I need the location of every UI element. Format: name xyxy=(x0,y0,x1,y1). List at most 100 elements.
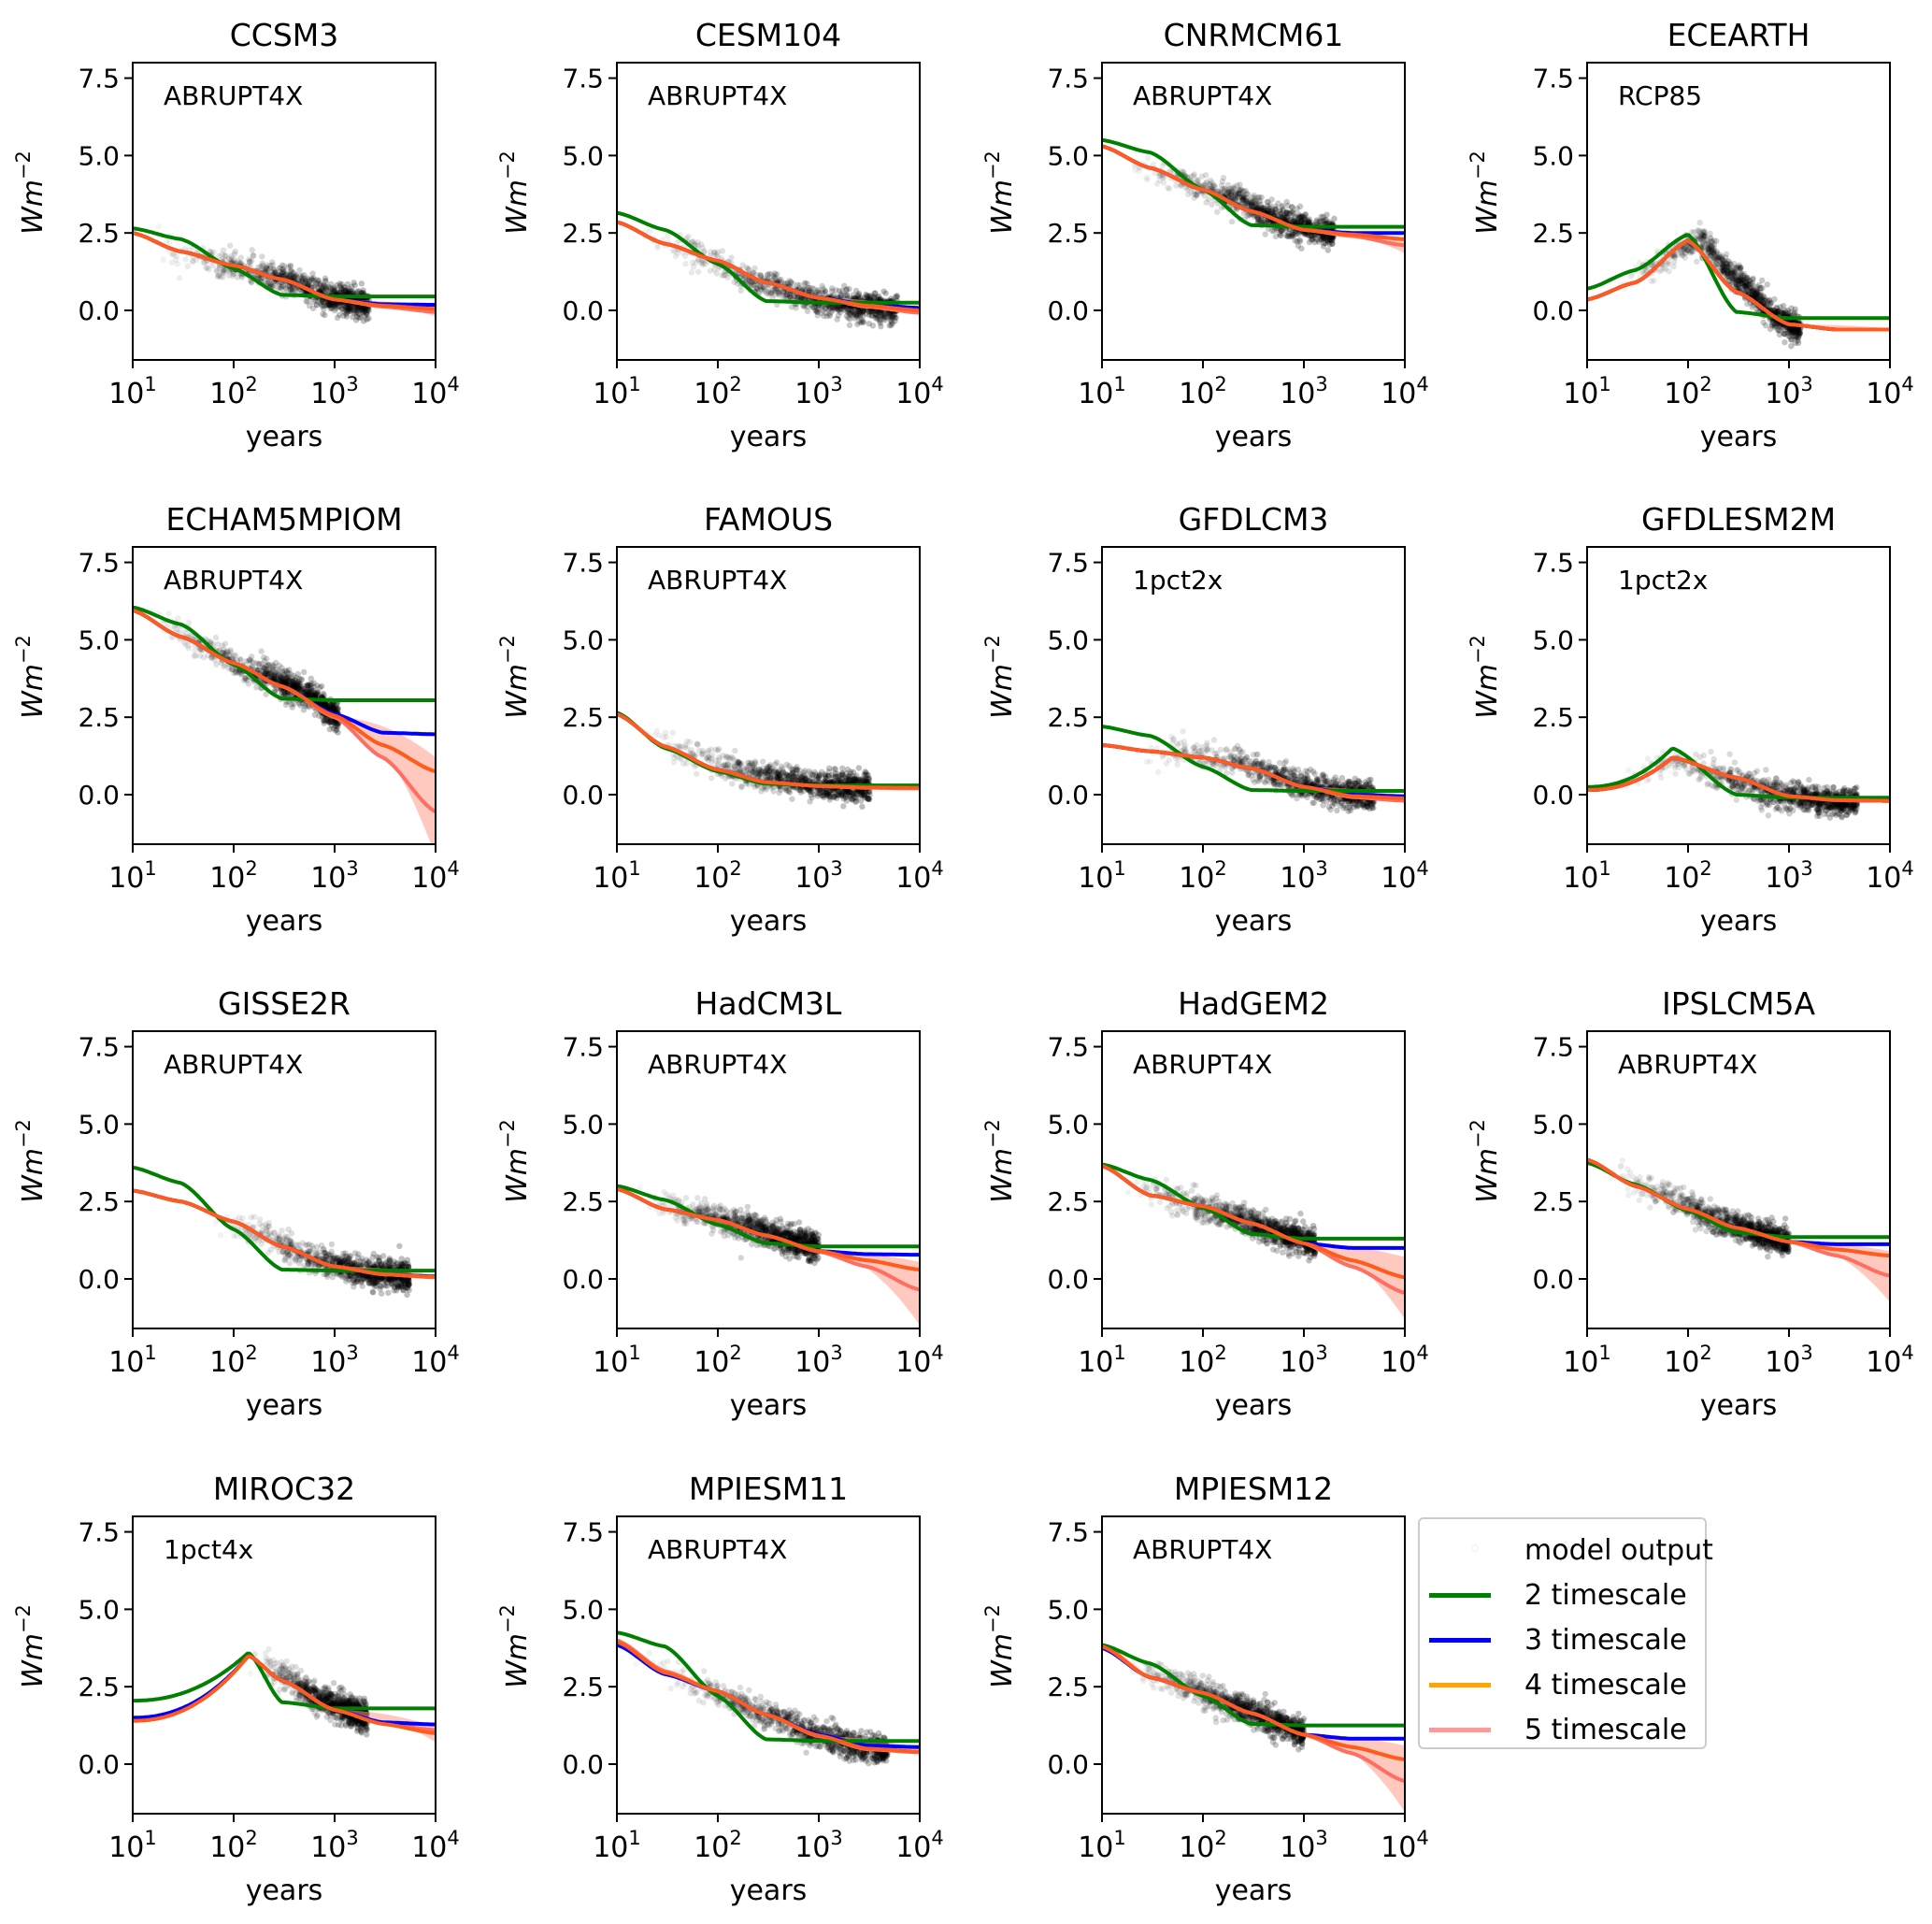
model-output-point xyxy=(352,305,359,311)
model-output-point xyxy=(1289,230,1295,237)
model-output-point xyxy=(1304,232,1310,238)
model-output-point xyxy=(856,309,864,315)
model-output-point xyxy=(739,262,746,268)
model-output-point xyxy=(1251,213,1258,220)
model-output-point xyxy=(319,298,326,306)
model-output-point xyxy=(1302,211,1309,219)
model-output-point xyxy=(1306,216,1313,223)
model-output-point xyxy=(1214,208,1221,215)
model-output-point xyxy=(1295,220,1301,226)
model-output-point xyxy=(708,775,715,782)
model-output-point xyxy=(647,227,653,235)
model-output-point xyxy=(235,258,241,265)
model-output-point xyxy=(303,298,309,305)
model-output-point xyxy=(1651,278,1657,284)
model-output-point xyxy=(1210,182,1218,190)
model-output-point xyxy=(1275,200,1281,207)
model-output-point xyxy=(1318,232,1325,239)
model-output-point xyxy=(331,301,337,308)
model-output-point xyxy=(1239,195,1246,202)
model-output-point xyxy=(1329,236,1336,242)
model-output-point xyxy=(1206,196,1212,203)
model-output-point xyxy=(849,308,856,314)
model-output-point xyxy=(1295,242,1302,250)
model-output-point xyxy=(1231,192,1238,198)
model-output-point xyxy=(285,282,292,289)
model-output-point xyxy=(299,278,306,285)
model-output-point xyxy=(329,288,336,294)
model-output-point xyxy=(322,275,329,281)
x-tick-label: 103 xyxy=(310,373,359,410)
model-output-point xyxy=(1756,284,1764,292)
model-output-point xyxy=(795,294,802,301)
model-output-point xyxy=(1636,259,1643,266)
model-output-point xyxy=(222,649,228,655)
model-output-point xyxy=(752,280,760,287)
model-output-point xyxy=(849,312,855,319)
model-output-point xyxy=(1281,214,1288,222)
model-output-point xyxy=(714,249,722,255)
model-output-point xyxy=(278,285,284,293)
model-output-point xyxy=(1300,220,1308,226)
model-output-point xyxy=(287,273,293,280)
model-output-point xyxy=(751,270,757,277)
model-output-point xyxy=(787,280,794,286)
model-output-point xyxy=(1219,185,1226,193)
model-output-point xyxy=(787,291,794,297)
model-output-point xyxy=(829,288,836,294)
model-output-point xyxy=(273,271,279,278)
model-output-point xyxy=(837,291,844,297)
model-output-point xyxy=(1155,173,1163,179)
model-output-point xyxy=(874,308,880,315)
model-output-point xyxy=(699,244,706,251)
model-output-point xyxy=(798,294,805,301)
model-output-point xyxy=(860,307,866,314)
model-output-point xyxy=(264,262,271,268)
model-output-point xyxy=(848,307,854,313)
model-output-point xyxy=(319,682,325,690)
model-output-point xyxy=(288,267,294,274)
model-output-point xyxy=(1254,216,1261,223)
model-output-point xyxy=(702,261,708,267)
model-output-point xyxy=(1309,233,1315,240)
model-output-point xyxy=(805,284,811,291)
model-output-point xyxy=(325,301,332,308)
model-output-point xyxy=(845,309,852,316)
model-output-point xyxy=(1132,166,1138,173)
model-output-point xyxy=(1194,179,1200,185)
model-output-point xyxy=(814,312,821,319)
model-output-point xyxy=(361,312,368,319)
model-output-point xyxy=(719,248,725,254)
model-output-point xyxy=(306,302,313,309)
model-output-point xyxy=(272,659,279,667)
model-output-point xyxy=(341,287,348,294)
model-output-point xyxy=(1252,199,1259,206)
model-output-point xyxy=(287,287,293,294)
model-output-point xyxy=(1311,235,1319,242)
model-output-point xyxy=(322,284,329,291)
model-output-point xyxy=(1710,247,1718,254)
x-tick-label: 103 xyxy=(794,373,843,410)
model-output-point xyxy=(310,277,318,283)
model-output-point xyxy=(1765,299,1771,306)
model-output-point xyxy=(830,305,837,311)
model-output-point xyxy=(1194,176,1200,183)
x-tick-label: 103 xyxy=(1280,373,1328,410)
model-output-point xyxy=(288,268,295,275)
model-output-point xyxy=(358,306,365,312)
model-output-point xyxy=(310,305,317,311)
model-output-point xyxy=(329,305,336,311)
model-output-point xyxy=(1282,215,1290,222)
model-output-point xyxy=(1713,256,1721,263)
model-output-point xyxy=(1191,194,1197,201)
model-output-point xyxy=(1265,199,1271,206)
model-output-point xyxy=(358,306,365,312)
model-output-point xyxy=(694,770,700,777)
model-output-point xyxy=(1323,234,1330,240)
model-output-point xyxy=(793,305,799,311)
model-output-point xyxy=(808,289,814,295)
model-output-point xyxy=(228,255,235,262)
model-output-point xyxy=(1245,211,1252,218)
model-output-point xyxy=(840,307,847,313)
